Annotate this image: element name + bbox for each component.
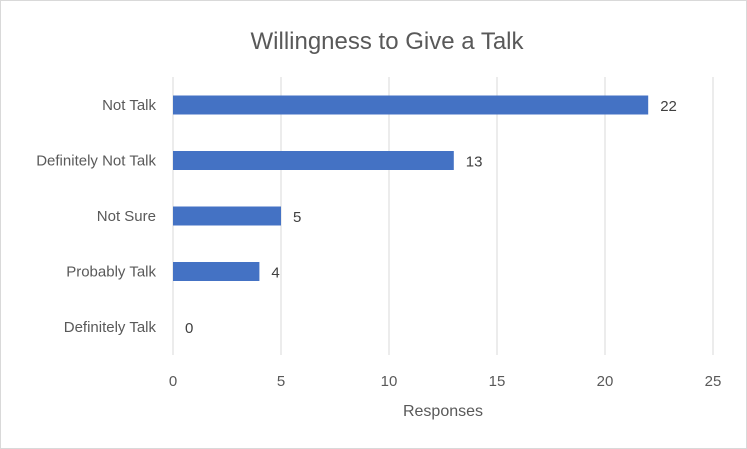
x-tick-label: 15 (489, 373, 506, 390)
data-label: 0 (185, 320, 193, 337)
chart-title: Willingness to Give a Talk (251, 28, 525, 55)
category-label: Probably Talk (66, 264, 156, 281)
bars (173, 95, 649, 281)
data-label: 5 (293, 209, 301, 226)
category-label: Not Sure (97, 208, 156, 225)
x-tick-label: 25 (705, 373, 722, 390)
data-label: 13 (466, 154, 483, 171)
bar (173, 151, 454, 170)
data-label: 22 (660, 98, 677, 115)
category-label: Not Talk (102, 97, 156, 114)
data-labels: 22 13 5 4 0 (185, 98, 677, 337)
x-tick-label: 0 (169, 373, 177, 390)
x-axis-title: Responses (403, 403, 483, 420)
x-tick-label: 20 (597, 373, 614, 390)
category-label: Definitely Talk (64, 319, 157, 336)
category-label: Definitely Not Talk (36, 153, 156, 170)
gridlines (172, 77, 714, 355)
category-labels: Not Talk Definitely Not Talk Not Sure Proba… (36, 97, 156, 336)
bar (173, 262, 260, 281)
x-tick-label: 10 (381, 373, 398, 390)
bar (173, 95, 649, 115)
x-tick-label: 5 (277, 373, 285, 390)
data-label: 4 (271, 265, 279, 282)
x-axis-ticks: 0 5 10 15 20 25 (169, 373, 722, 390)
bar (173, 206, 281, 226)
